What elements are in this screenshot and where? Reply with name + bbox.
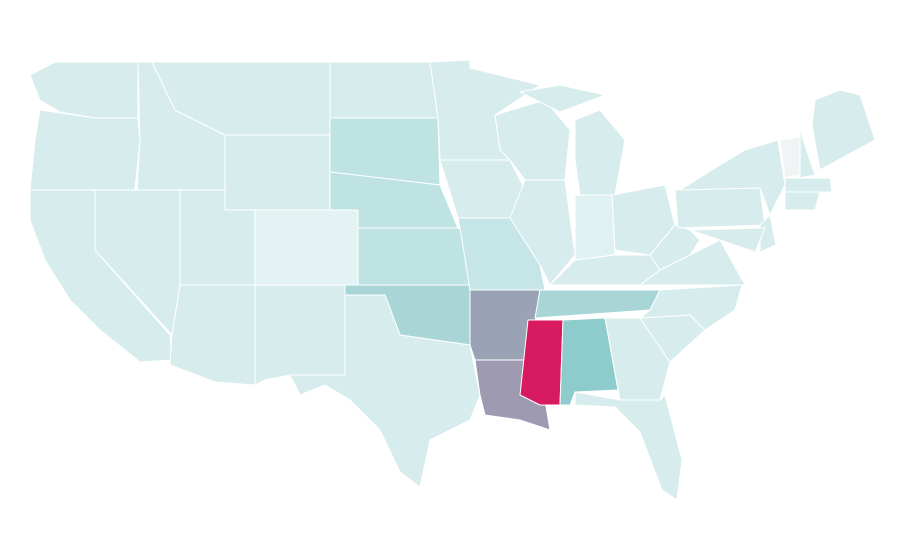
state — [811, 89, 876, 171]
state — [329, 61, 439, 119]
state — [519, 84, 606, 113]
state — [29, 109, 141, 191]
state — [534, 289, 661, 319]
state — [799, 129, 816, 179]
states — [29, 59, 876, 501]
state — [29, 61, 139, 119]
state — [439, 159, 526, 219]
state — [254, 284, 346, 386]
state — [169, 284, 256, 386]
state — [784, 191, 821, 211]
state — [574, 391, 683, 501]
state — [679, 139, 786, 216]
state — [639, 239, 746, 286]
state — [574, 109, 626, 196]
state — [674, 187, 766, 229]
state — [784, 177, 833, 193]
state — [759, 214, 777, 253]
state — [254, 209, 359, 286]
state — [574, 194, 616, 261]
state — [289, 294, 481, 488]
state — [649, 224, 701, 271]
state — [689, 227, 766, 253]
state — [224, 134, 331, 211]
state — [357, 227, 471, 286]
state — [639, 284, 743, 331]
state — [519, 319, 564, 406]
